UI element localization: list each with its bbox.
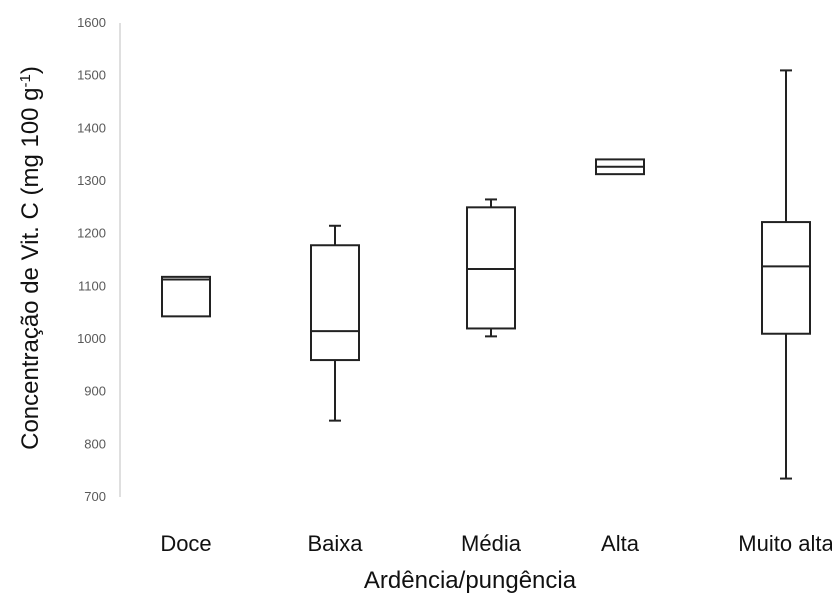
- y-tick-label-1400: 1400: [77, 120, 106, 135]
- box-rect-m-dia: [466, 206, 516, 330]
- category-label-alta: Alta: [601, 531, 640, 556]
- y-axis-title: Concentração de Vit. C (mg 100 g-1): [17, 66, 45, 450]
- y-axis-title-main: Concentração de Vit. C (mg 100 g: [17, 87, 44, 449]
- y-tick-label-800: 800: [84, 436, 106, 451]
- category-label-m-dia: Média: [461, 531, 522, 556]
- box-m-dia: [466, 198, 516, 338]
- y-tick-label-700: 700: [84, 489, 106, 504]
- y-tick-label-1600: 1600: [77, 15, 106, 30]
- y-tick-label-900: 900: [84, 384, 106, 399]
- category-label-muito-alta: Muito alta: [738, 531, 832, 556]
- box-rect-doce: [161, 275, 211, 318]
- boxes: [161, 69, 811, 480]
- box-alta: [595, 158, 645, 176]
- box-rect-baixa: [310, 244, 360, 362]
- y-axis-title-end: ): [17, 66, 44, 74]
- x-axis-title: Ardência/pungência: [364, 567, 577, 594]
- box-muito-alta: [761, 69, 811, 480]
- y-tick-label-1300: 1300: [77, 173, 106, 188]
- box-baixa: [310, 224, 360, 422]
- y-tick-label-1000: 1000: [77, 331, 106, 346]
- y-tick-label-1500: 1500: [77, 68, 106, 83]
- y-axis-title-superscript: -1: [17, 74, 34, 87]
- category-labels: Doce Baixa Média Alta Muito alta: [160, 531, 832, 556]
- category-label-baixa: Baixa: [307, 531, 363, 556]
- y-tick-label-1200: 1200: [77, 226, 106, 241]
- box-doce: [161, 275, 211, 318]
- category-label-doce: Doce: [160, 531, 211, 556]
- y-tick-label-1100: 1100: [78, 278, 106, 293]
- box-rect-muito-alta: [761, 221, 811, 335]
- y-axis-ticks: 700 800 900 1000 1100 1200 1300 1400 1500 1600: [77, 15, 106, 504]
